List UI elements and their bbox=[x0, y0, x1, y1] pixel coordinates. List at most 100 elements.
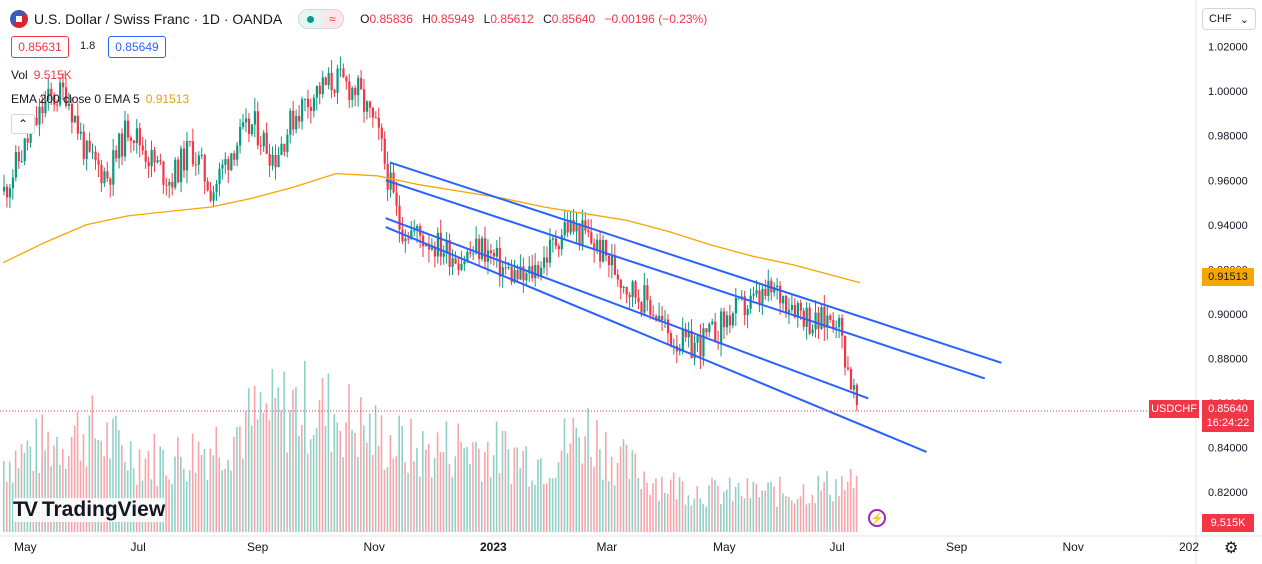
volume-bar bbox=[345, 422, 347, 532]
volume-bar bbox=[720, 504, 722, 532]
volume-bar bbox=[247, 388, 250, 532]
candle-body bbox=[106, 171, 109, 179]
ema-label: EMA 200 close 0 EMA 5 bbox=[11, 92, 140, 106]
volume-bar bbox=[545, 483, 548, 532]
candle-body bbox=[29, 129, 32, 143]
volume-bar bbox=[731, 500, 734, 532]
candle-body bbox=[386, 163, 389, 190]
volume-bar bbox=[191, 433, 194, 532]
candle-body bbox=[746, 308, 749, 316]
candle-body bbox=[498, 247, 501, 277]
candle-body bbox=[262, 132, 265, 147]
candle-body bbox=[123, 120, 127, 157]
candle-body bbox=[309, 106, 313, 111]
volume-bar bbox=[749, 498, 752, 532]
volume-bar bbox=[755, 484, 758, 532]
volume-bar bbox=[23, 452, 26, 532]
high-label: H bbox=[422, 12, 431, 26]
y-tick-label: 0.84000 bbox=[1208, 442, 1248, 454]
volume-bar bbox=[8, 461, 11, 532]
volume-bar bbox=[106, 422, 108, 532]
candle-body bbox=[206, 181, 209, 191]
buy-price-button[interactable]: 0.85649 bbox=[108, 36, 166, 58]
volume-bar bbox=[79, 460, 82, 532]
volume-bar bbox=[767, 482, 769, 532]
volume-bar bbox=[504, 431, 507, 532]
gear-icon[interactable]: ⚙ bbox=[1224, 540, 1239, 557]
x-tick-label: Jul bbox=[830, 540, 845, 554]
market-open-dot-icon[interactable] bbox=[299, 10, 322, 28]
candle-body bbox=[374, 117, 378, 119]
volume-bar bbox=[368, 413, 371, 532]
volume-bar bbox=[103, 456, 105, 532]
candle-body bbox=[613, 255, 617, 275]
candle-body bbox=[640, 302, 643, 313]
candle-body bbox=[342, 68, 345, 78]
candle-body bbox=[690, 330, 693, 359]
volume-bar bbox=[658, 500, 660, 532]
collapse-legend-button[interactable]: ⌃ bbox=[11, 114, 35, 134]
volume-bar bbox=[185, 481, 188, 532]
candle-body bbox=[463, 261, 466, 265]
sell-price-button[interactable]: 0.85631 bbox=[11, 36, 69, 58]
candle-body bbox=[784, 295, 788, 313]
candle-body bbox=[162, 161, 165, 185]
volume-bar bbox=[537, 459, 539, 532]
candle-body bbox=[708, 324, 711, 333]
volume-bar bbox=[793, 503, 796, 532]
candle-body bbox=[212, 192, 215, 201]
volume-bar bbox=[218, 457, 221, 532]
volume-bar bbox=[354, 432, 356, 532]
volume-bar bbox=[740, 495, 743, 532]
volume-bar bbox=[764, 490, 766, 532]
candle-body bbox=[14, 152, 18, 178]
y-tick-label: 0.94000 bbox=[1208, 220, 1248, 232]
symbol-title[interactable]: U.S. Dollar / Swiss Franc · 1D · OANDA bbox=[34, 11, 283, 27]
ema-legend[interactable]: EMA 200 close 0 EMA 5 0.91513 bbox=[11, 92, 189, 106]
candle-body bbox=[292, 110, 295, 130]
lightning-icon[interactable]: ⚡ bbox=[868, 509, 886, 527]
volume-bar bbox=[168, 479, 170, 532]
volume-bar bbox=[799, 496, 802, 532]
volume-bar bbox=[159, 446, 161, 532]
candle-body bbox=[525, 273, 528, 281]
x-tick-label: Sep bbox=[946, 540, 968, 554]
candle-body bbox=[11, 177, 15, 189]
volume-bar bbox=[253, 385, 256, 532]
candle-body bbox=[380, 127, 383, 139]
volume-bar bbox=[221, 470, 223, 532]
volume-bar bbox=[475, 441, 477, 532]
volume-bar bbox=[451, 477, 454, 532]
volume-bar bbox=[301, 424, 303, 532]
volume-bar bbox=[115, 415, 117, 532]
volume-bar bbox=[336, 422, 339, 532]
candle-body bbox=[360, 78, 363, 90]
volume-bar bbox=[233, 436, 235, 532]
volume-bar bbox=[306, 453, 309, 532]
market-status-pills[interactable]: ≈ bbox=[298, 9, 345, 29]
currency-selector[interactable]: CHF ⌄ bbox=[1202, 8, 1256, 30]
volume-bar bbox=[666, 493, 669, 532]
candle-body bbox=[118, 133, 121, 159]
candle-body bbox=[534, 265, 537, 279]
volume-bar bbox=[725, 489, 728, 532]
volume-bar bbox=[404, 462, 406, 532]
volume-bar bbox=[112, 418, 114, 532]
candle-body bbox=[315, 85, 318, 98]
volume-legend[interactable]: Vol 9.515K bbox=[11, 68, 72, 82]
ohlc-values: O0.85836 H0.85949 L0.85612 C0.85640 −0.0… bbox=[360, 12, 713, 26]
candle-body bbox=[59, 82, 62, 105]
candle-body bbox=[100, 164, 103, 184]
volume-bar bbox=[14, 450, 17, 532]
tradingview-wordmark: TradingView bbox=[41, 498, 166, 521]
volume-bar bbox=[849, 468, 852, 532]
tradingview-logo[interactable]: TV TradingView bbox=[13, 498, 166, 522]
wave-icon[interactable]: ≈ bbox=[321, 10, 344, 28]
volume-bar bbox=[180, 456, 182, 532]
volume-bar bbox=[197, 441, 200, 532]
candle-body bbox=[144, 150, 147, 162]
volume-bar bbox=[782, 493, 784, 532]
candle-body bbox=[714, 321, 717, 343]
candle-body bbox=[728, 315, 732, 326]
